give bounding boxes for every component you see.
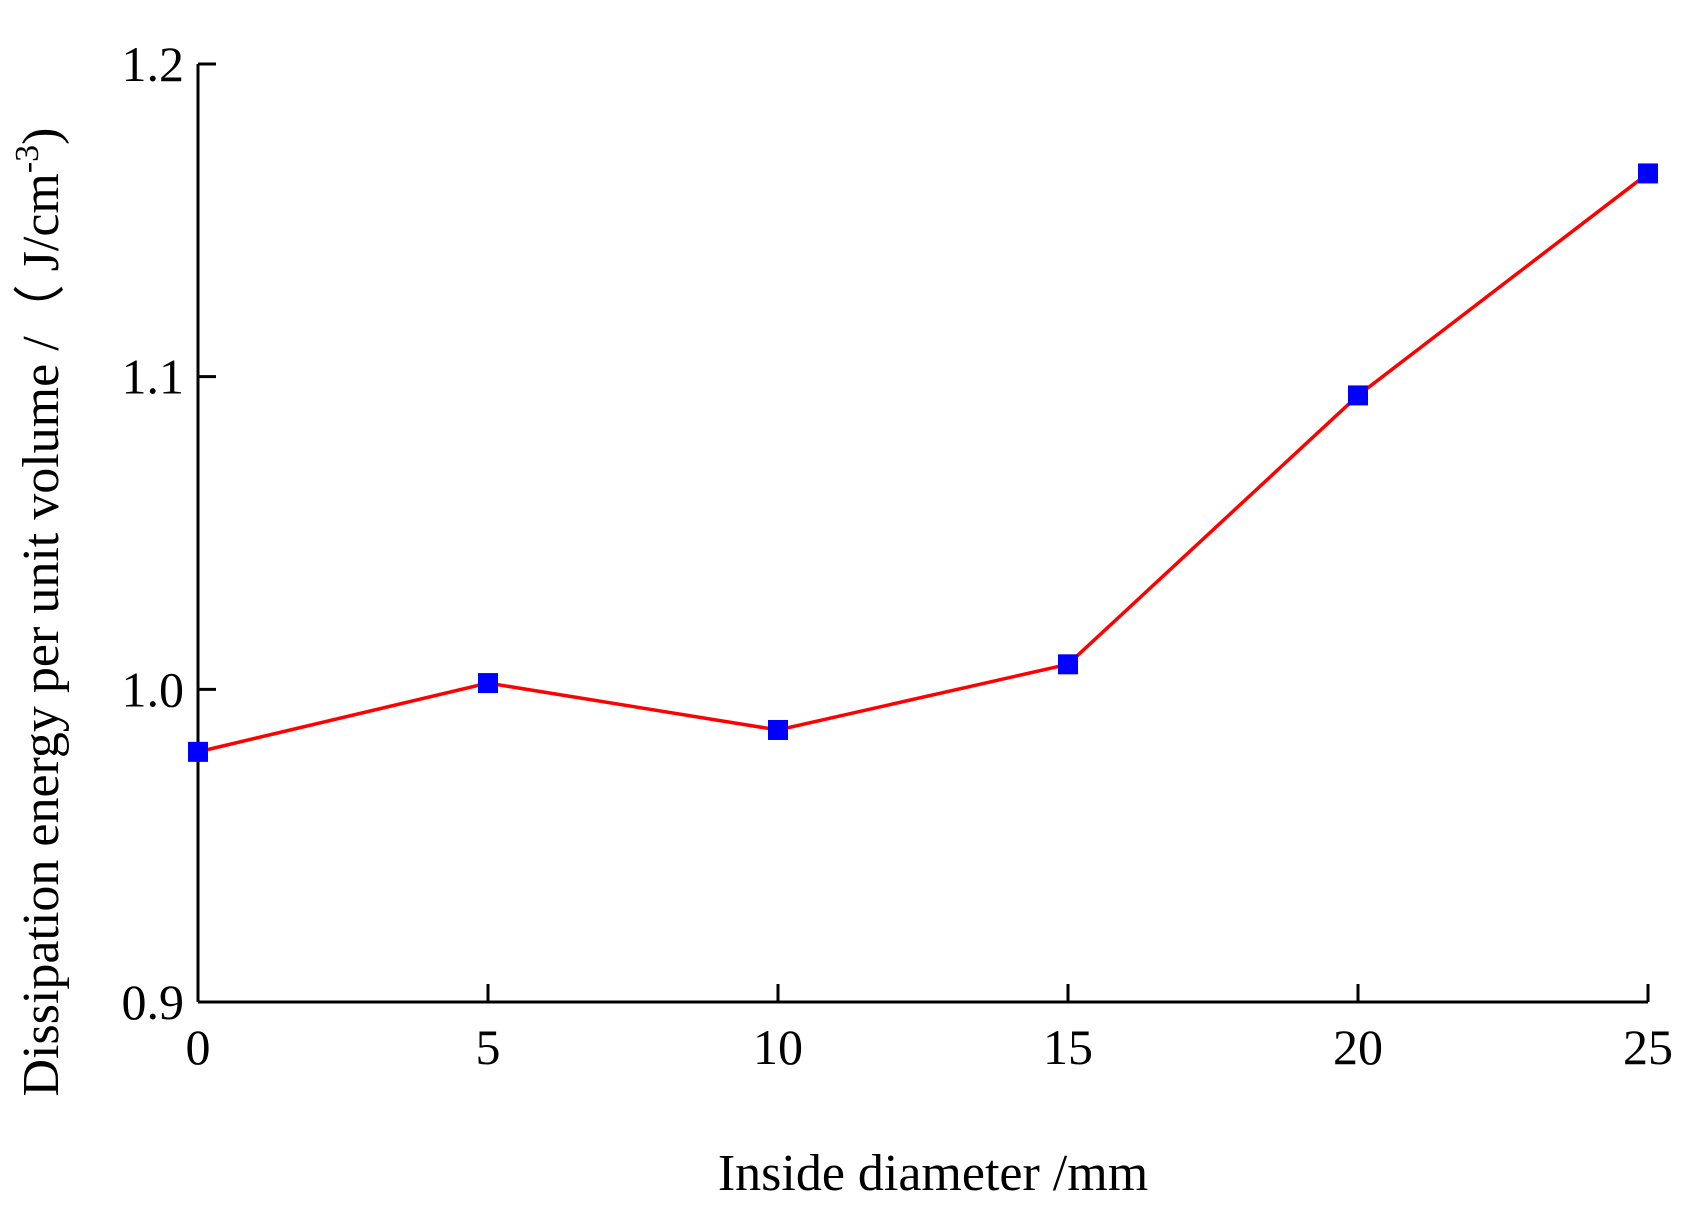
axes: [196, 64, 1648, 1004]
data-point: [1058, 654, 1078, 675]
data-point: [478, 673, 498, 694]
y-tick-label: 1.0: [122, 661, 185, 717]
series-line: [197, 172, 1650, 754]
y-tick-label: 1.2: [122, 36, 185, 92]
y-tick-label: 1.1: [122, 349, 185, 405]
data-point: [1348, 385, 1368, 406]
y-tick-label: 0.9: [122, 974, 185, 1030]
x-tick-label: 25: [1623, 1019, 1673, 1075]
ticks: 0 5 10 15 20 25 0.9 1.0 1.1 1.2: [122, 36, 1674, 1075]
x-axis-title: Inside diameter /mm: [718, 1145, 1148, 1202]
x-tick-label: 20: [1333, 1019, 1383, 1075]
data-point: [768, 719, 788, 740]
x-tick-label: 15: [1043, 1019, 1093, 1075]
y-axis-title: Dissipation energy per unit volume /（ J/…: [9, 127, 70, 1096]
x-tick-label: 10: [753, 1019, 803, 1075]
y-axis-title-main: Dissipation energy per unit volume /（ J/…: [13, 173, 70, 1096]
y-axis-title-close: ): [13, 127, 70, 144]
data-series: [188, 163, 1658, 762]
data-point: [1638, 163, 1658, 184]
y-axis-title-superscript: -3: [9, 145, 46, 173]
axis-titles: Inside diameter /mm Dissipation energy p…: [9, 127, 1148, 1202]
x-tick-label: 0: [186, 1019, 211, 1075]
data-point: [188, 741, 208, 762]
x-tick-label: 5: [476, 1019, 501, 1075]
